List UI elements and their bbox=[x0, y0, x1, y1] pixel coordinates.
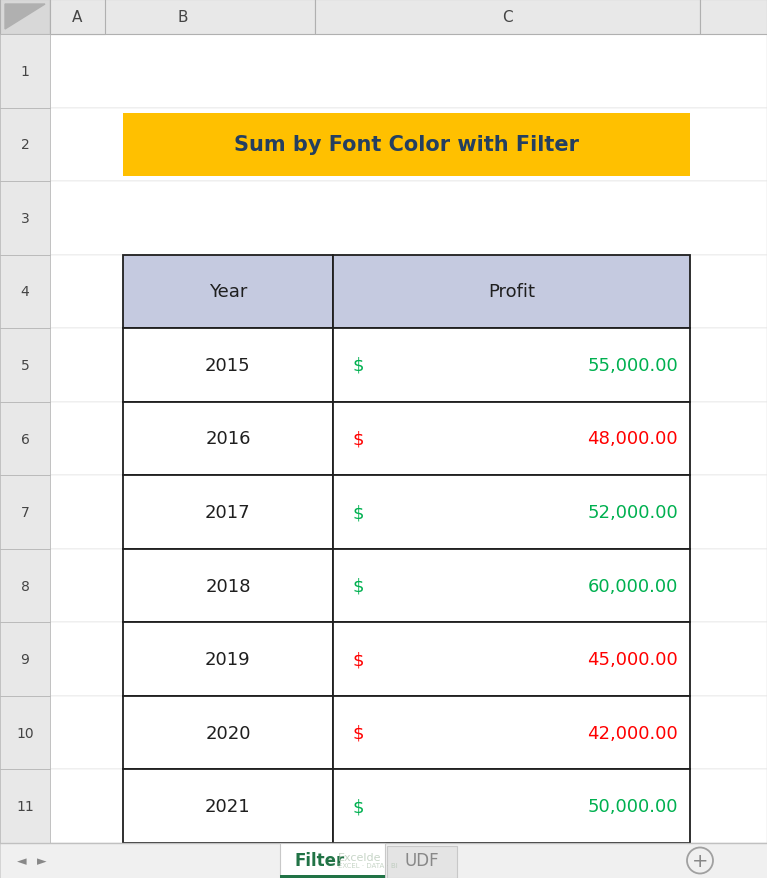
Bar bbox=[50, 255, 767, 328]
Bar bbox=[333, 255, 690, 328]
Bar bbox=[280, 875, 385, 878]
Text: 5: 5 bbox=[21, 358, 29, 372]
Text: 3: 3 bbox=[21, 212, 29, 226]
Bar bbox=[50, 182, 767, 255]
Text: $: $ bbox=[352, 430, 364, 448]
Bar bbox=[0, 770, 50, 843]
Text: C: C bbox=[502, 10, 513, 25]
Bar bbox=[50, 108, 767, 182]
Text: 7: 7 bbox=[21, 506, 29, 520]
Text: 2021: 2021 bbox=[205, 797, 251, 816]
Text: 42,000.00: 42,000.00 bbox=[588, 723, 678, 742]
Text: 9: 9 bbox=[21, 652, 29, 666]
Text: $: $ bbox=[352, 723, 364, 742]
Bar bbox=[387, 846, 457, 878]
Bar bbox=[123, 696, 333, 770]
Text: EXCEL · DATA · BI: EXCEL · DATA · BI bbox=[337, 862, 397, 868]
Text: 55,000.00: 55,000.00 bbox=[588, 356, 678, 375]
Bar bbox=[0, 255, 50, 328]
Bar bbox=[333, 770, 690, 843]
Text: 2017: 2017 bbox=[205, 503, 251, 522]
Text: 60,000.00: 60,000.00 bbox=[588, 577, 678, 595]
Text: Year: Year bbox=[209, 283, 247, 301]
Bar bbox=[0, 623, 50, 696]
Bar bbox=[50, 696, 767, 770]
Bar bbox=[0, 328, 50, 402]
Bar bbox=[50, 0, 315, 35]
Bar bbox=[50, 328, 767, 402]
Text: 48,000.00: 48,000.00 bbox=[588, 430, 678, 448]
Bar bbox=[0, 182, 50, 255]
Text: +: + bbox=[692, 851, 708, 870]
Text: 8: 8 bbox=[21, 579, 29, 593]
Bar bbox=[333, 623, 690, 696]
Bar bbox=[50, 476, 767, 550]
Bar bbox=[333, 550, 690, 623]
Bar bbox=[333, 476, 690, 550]
Text: 2019: 2019 bbox=[205, 651, 251, 668]
Bar bbox=[0, 0, 50, 35]
Text: A: A bbox=[72, 10, 82, 25]
Text: 11: 11 bbox=[16, 799, 34, 813]
Bar bbox=[0, 476, 50, 550]
Text: ►: ► bbox=[37, 854, 47, 867]
Bar bbox=[333, 402, 690, 476]
Bar bbox=[50, 770, 767, 843]
Text: 4: 4 bbox=[21, 285, 29, 299]
Bar bbox=[50, 623, 767, 696]
Bar bbox=[0, 402, 50, 476]
Bar bbox=[50, 35, 767, 108]
Bar bbox=[315, 0, 700, 35]
Bar bbox=[280, 843, 385, 878]
Text: 50,000.00: 50,000.00 bbox=[588, 797, 678, 816]
Text: $: $ bbox=[352, 356, 364, 375]
Bar bbox=[0, 35, 50, 108]
Text: $: $ bbox=[352, 651, 364, 668]
Text: ◄: ◄ bbox=[17, 854, 27, 867]
Bar bbox=[0, 843, 767, 878]
Text: Filter: Filter bbox=[295, 852, 345, 869]
Bar bbox=[0, 108, 50, 182]
Polygon shape bbox=[5, 5, 45, 30]
Bar bbox=[333, 696, 690, 770]
Bar bbox=[50, 550, 767, 623]
Text: 2: 2 bbox=[21, 138, 29, 152]
Text: $: $ bbox=[352, 577, 364, 595]
Text: 1: 1 bbox=[21, 65, 29, 79]
Text: 45,000.00: 45,000.00 bbox=[588, 651, 678, 668]
Text: 2016: 2016 bbox=[205, 430, 251, 448]
Text: 6: 6 bbox=[21, 432, 29, 446]
Bar bbox=[50, 0, 105, 35]
Text: UDF: UDF bbox=[405, 852, 439, 869]
Bar bbox=[700, 0, 767, 35]
Text: Excelde: Excelde bbox=[337, 853, 381, 862]
Text: Sum by Font Color with Filter: Sum by Font Color with Filter bbox=[234, 135, 579, 155]
Bar bbox=[0, 550, 50, 623]
Bar bbox=[123, 476, 333, 550]
Text: B: B bbox=[177, 10, 188, 25]
Text: 2015: 2015 bbox=[205, 356, 251, 375]
Text: 10: 10 bbox=[16, 726, 34, 740]
Text: Profit: Profit bbox=[488, 283, 535, 301]
Bar bbox=[50, 402, 767, 476]
Text: 52,000.00: 52,000.00 bbox=[588, 503, 678, 522]
Bar bbox=[123, 402, 333, 476]
Bar bbox=[123, 550, 333, 623]
Bar bbox=[333, 328, 690, 402]
Bar bbox=[123, 623, 333, 696]
Bar bbox=[123, 328, 333, 402]
Bar bbox=[123, 255, 333, 328]
Text: 2020: 2020 bbox=[205, 723, 251, 742]
Bar bbox=[123, 113, 690, 176]
Text: $: $ bbox=[352, 797, 364, 816]
Bar bbox=[123, 770, 333, 843]
Text: 2018: 2018 bbox=[205, 577, 251, 595]
Text: $: $ bbox=[352, 503, 364, 522]
Bar bbox=[0, 696, 50, 770]
